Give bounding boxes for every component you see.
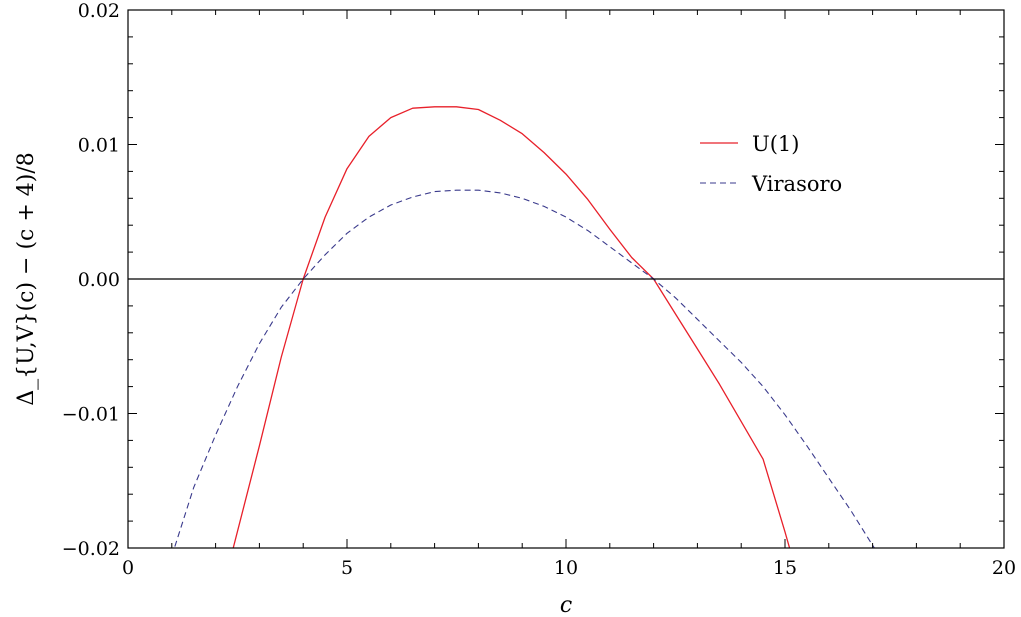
y-tick-label: −0.01 (62, 404, 120, 426)
legend-label-virasoro: Virasoro (751, 172, 842, 196)
tick-labels-layer: 0 5 10 15 20 −0.02 −0.01 0.00 0.01 0.02 (62, 0, 1016, 579)
x-tick-label: 10 (554, 557, 578, 579)
series-line-0 (232, 106, 791, 548)
x-tick-label: 15 (773, 557, 797, 579)
series-line-1 (173, 189, 876, 548)
y-tick-label: 0.01 (78, 135, 120, 157)
ticks-layer (127, 9, 1005, 549)
y-tick-label: −0.02 (62, 538, 120, 560)
series-layer (173, 106, 876, 548)
x-tick-label: 20 (992, 557, 1016, 579)
x-tick-label: 5 (341, 557, 353, 579)
legend: U(1) Virasoro (700, 132, 842, 196)
y-axis-title: Δ_{U,V}(c) − (c + 4)/8 (14, 152, 39, 406)
x-axis-title: c (560, 593, 572, 617)
legend-label-u1: U(1) (752, 132, 799, 156)
x-tick-label: 0 (122, 557, 134, 579)
y-tick-label: 0.02 (78, 0, 120, 22)
y-tick-label: 0.00 (78, 269, 120, 291)
